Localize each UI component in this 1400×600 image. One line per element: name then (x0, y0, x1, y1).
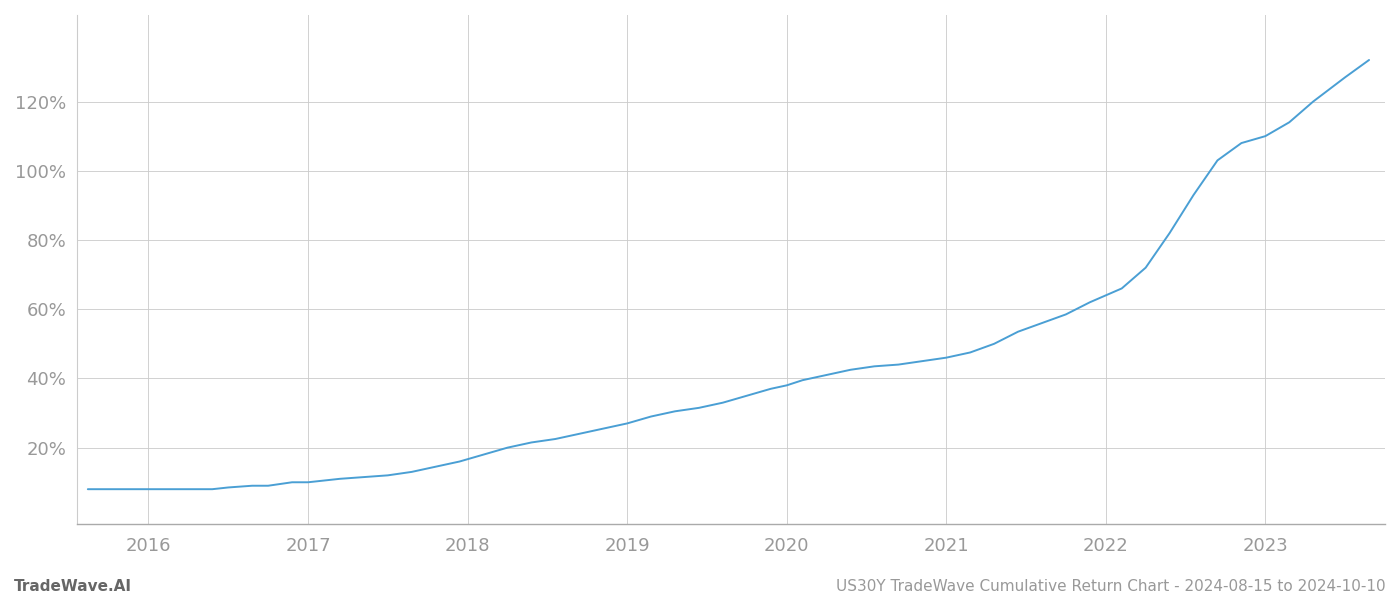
Text: TradeWave.AI: TradeWave.AI (14, 579, 132, 594)
Text: US30Y TradeWave Cumulative Return Chart - 2024-08-15 to 2024-10-10: US30Y TradeWave Cumulative Return Chart … (836, 579, 1386, 594)
